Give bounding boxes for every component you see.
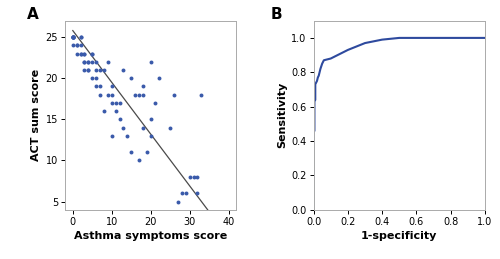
Point [116, 117, 124, 121]
Point [76, 35, 84, 39]
Point [80, 60, 88, 64]
Point [72, 43, 80, 47]
Point [112, 101, 120, 105]
Point [76, 35, 84, 39]
Point [76, 52, 84, 56]
Point [88, 76, 96, 80]
Point [76, 52, 84, 56]
Point [146, 134, 154, 138]
X-axis label: Asthma symptoms score: Asthma symptoms score [74, 231, 228, 241]
Text: B: B [270, 8, 282, 23]
Point [69, 35, 77, 39]
Point [76, 43, 84, 47]
Point [92, 76, 100, 80]
X-axis label: 1-specificity: 1-specificity [361, 231, 438, 241]
Point [108, 101, 116, 105]
Point [72, 43, 80, 47]
Point [190, 175, 198, 179]
Point [84, 68, 92, 72]
Point [108, 93, 116, 97]
Point [69, 35, 77, 39]
Point [154, 76, 162, 80]
Text: A: A [28, 8, 39, 23]
Point [100, 109, 108, 113]
Point [80, 52, 88, 56]
Point [143, 150, 151, 154]
Point [69, 35, 77, 39]
Point [69, 35, 77, 39]
Point [146, 117, 154, 121]
Point [139, 126, 147, 130]
Point [96, 93, 104, 97]
Point [104, 93, 112, 97]
Point [92, 60, 100, 64]
Point [186, 175, 194, 179]
Point [88, 52, 96, 56]
Point [116, 101, 124, 105]
Point [139, 93, 147, 97]
Point [194, 191, 202, 196]
Y-axis label: ACT sum score: ACT sum score [32, 69, 42, 161]
Point [174, 199, 182, 204]
Point [135, 159, 143, 163]
Point [69, 43, 77, 47]
Point [96, 84, 104, 89]
Point [127, 76, 135, 80]
Point [69, 35, 77, 39]
Point [194, 175, 202, 179]
Point [108, 84, 116, 89]
Point [84, 60, 92, 64]
Point [135, 93, 143, 97]
Point [178, 191, 186, 196]
Point [96, 68, 104, 72]
Point [120, 68, 128, 72]
Point [139, 84, 147, 89]
Point [182, 191, 190, 196]
Point [92, 84, 100, 89]
Point [92, 68, 100, 72]
Point [127, 150, 135, 154]
Point [80, 68, 88, 72]
Point [170, 93, 178, 97]
Point [120, 126, 128, 130]
Point [112, 109, 120, 113]
Point [150, 101, 158, 105]
Point [198, 93, 205, 97]
Point [80, 60, 88, 64]
Point [146, 60, 154, 64]
Point [72, 52, 80, 56]
Point [69, 35, 77, 39]
Point [131, 93, 139, 97]
Point [84, 68, 92, 72]
Point [88, 60, 96, 64]
Point [166, 126, 174, 130]
Point [80, 52, 88, 56]
Point [100, 68, 108, 72]
Point [88, 52, 96, 56]
Point [84, 60, 92, 64]
Point [108, 134, 116, 138]
Point [104, 60, 112, 64]
Point [69, 35, 77, 39]
Point [124, 134, 132, 138]
Y-axis label: Sensitivity: Sensitivity [277, 82, 287, 148]
